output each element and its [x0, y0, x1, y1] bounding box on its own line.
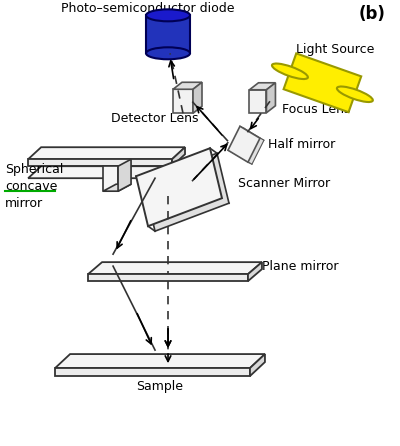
Polygon shape [173, 82, 202, 89]
Polygon shape [28, 166, 185, 178]
Polygon shape [232, 128, 264, 164]
Polygon shape [118, 159, 131, 191]
Text: Half mirror: Half mirror [268, 138, 335, 151]
Text: Plane mirror: Plane mirror [262, 260, 338, 273]
Ellipse shape [337, 87, 373, 102]
Polygon shape [88, 262, 262, 274]
Text: Sample: Sample [136, 380, 184, 392]
Polygon shape [248, 262, 262, 281]
Polygon shape [146, 15, 190, 54]
Polygon shape [172, 147, 185, 166]
Text: Spherical
concave
mirror: Spherical concave mirror [5, 163, 64, 210]
Polygon shape [103, 184, 131, 191]
Polygon shape [55, 354, 265, 368]
Text: (b): (b) [358, 5, 385, 23]
Polygon shape [284, 54, 361, 112]
Polygon shape [136, 148, 222, 226]
Polygon shape [172, 166, 185, 184]
Polygon shape [28, 159, 172, 166]
Polygon shape [250, 354, 265, 376]
Polygon shape [143, 153, 229, 231]
Polygon shape [103, 166, 118, 191]
Polygon shape [193, 82, 202, 113]
Polygon shape [250, 90, 266, 113]
Text: Scanner Mirror: Scanner Mirror [238, 177, 330, 190]
Polygon shape [250, 83, 276, 90]
Text: Light Source: Light Source [296, 43, 374, 56]
Ellipse shape [146, 47, 190, 59]
Polygon shape [28, 147, 185, 159]
Ellipse shape [272, 63, 308, 79]
Polygon shape [88, 274, 248, 281]
Ellipse shape [146, 9, 190, 21]
Polygon shape [266, 83, 276, 113]
Polygon shape [55, 368, 250, 376]
Polygon shape [228, 126, 260, 162]
Text: Focus Lens: Focus Lens [282, 103, 350, 116]
Text: Detector Lens: Detector Lens [111, 112, 199, 125]
Polygon shape [173, 89, 193, 113]
Text: Photo–semiconductor diode: Photo–semiconductor diode [61, 2, 235, 15]
